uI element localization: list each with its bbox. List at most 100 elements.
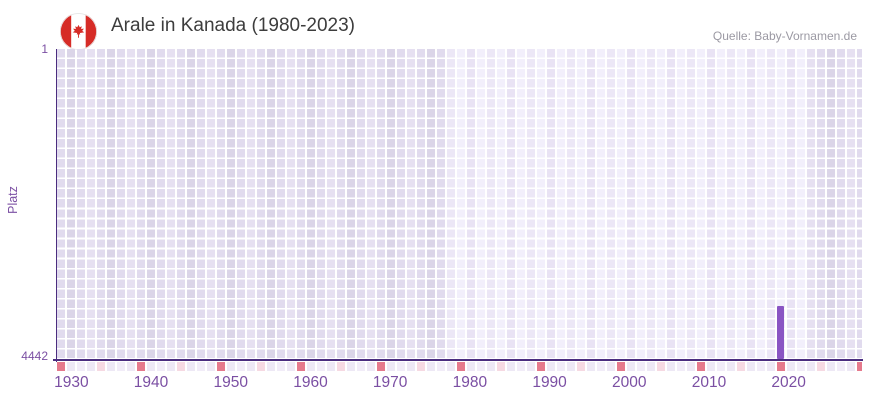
- grid-column: [67, 49, 76, 360]
- rank-bar-2019[interactable]: [777, 306, 785, 360]
- grid-column: [207, 49, 216, 360]
- timeline-cell: [117, 361, 126, 372]
- grid-column: [237, 49, 246, 360]
- grid-column: [257, 49, 266, 360]
- y-tick-top: 1: [41, 42, 48, 56]
- grid-column: [147, 49, 156, 360]
- grid-column: [667, 49, 676, 360]
- timeline-cell: [767, 361, 776, 372]
- grid-column: [807, 49, 816, 360]
- x-axis-ticks: 1930 1940 1950 1960 1970 1980 1990 2000 2010 2020: [0, 373, 873, 395]
- timeline-cell: [317, 361, 326, 372]
- grid-column: [747, 49, 756, 360]
- timeline-cell: [487, 361, 496, 372]
- flag-right-band: [85, 13, 97, 50]
- timeline-cell: [797, 361, 806, 372]
- timeline-cell: [167, 361, 176, 372]
- grid-column: [127, 49, 136, 360]
- grid-column: [317, 49, 326, 360]
- grid-column: [717, 49, 726, 360]
- grid-column: [307, 49, 316, 360]
- grid-column: [477, 49, 486, 360]
- grid-column: [407, 49, 416, 360]
- half-decade-marker-cell: [97, 361, 106, 372]
- grid-column: [557, 49, 566, 360]
- grid-column: [597, 49, 606, 360]
- flag-left-band: [60, 13, 72, 50]
- decade-marker-cell: [857, 361, 862, 372]
- grid-column: [767, 49, 776, 360]
- grid-column: [187, 49, 196, 360]
- timeline-strip: [57, 361, 862, 372]
- timeline-cell: [567, 361, 576, 372]
- grid-column: [327, 49, 336, 360]
- grid-column: [507, 49, 516, 360]
- grid-column: [567, 49, 576, 360]
- grid-column: [537, 49, 546, 360]
- grid-column: [547, 49, 556, 360]
- x-tick-label: 1930: [54, 374, 89, 391]
- grid-column: [57, 49, 66, 360]
- timeline-cell: [527, 361, 536, 372]
- grid-column: [517, 49, 526, 360]
- timeline-cell: [67, 361, 76, 372]
- grid-column: [827, 49, 836, 360]
- timeline-cell: [607, 361, 616, 372]
- timeline-cell: [407, 361, 416, 372]
- x-tick-label: 1940: [133, 374, 169, 391]
- grid-column: [427, 49, 436, 360]
- timeline-cell: [707, 361, 716, 372]
- x-tick-label: 2010: [691, 374, 727, 391]
- grid-column: [157, 49, 166, 360]
- grid-column: [697, 49, 706, 360]
- decade-marker-cell: [57, 361, 66, 372]
- timeline-cell: [727, 361, 736, 372]
- grid-column: [267, 49, 276, 360]
- grid-column: [857, 49, 862, 360]
- timeline-cell: [597, 361, 606, 372]
- grid-column: [647, 49, 656, 360]
- grid-column: [677, 49, 686, 360]
- grid-column: [607, 49, 616, 360]
- timeline-cell: [517, 361, 526, 372]
- grid-column: [757, 49, 766, 360]
- timeline-cell: [557, 361, 566, 372]
- grid-column: [217, 49, 226, 360]
- grid-column: [657, 49, 666, 360]
- y-tick-bottom: 4442: [21, 349, 48, 363]
- timeline-cell: [197, 361, 206, 372]
- timeline-cell: [307, 361, 316, 372]
- half-decade-marker-cell: [817, 361, 826, 372]
- half-decade-marker-cell: [657, 361, 666, 372]
- timeline-cell: [287, 361, 296, 372]
- timeline-cell: [437, 361, 446, 372]
- plot-grid: [57, 49, 862, 360]
- grid-column: [787, 49, 796, 360]
- timeline-cell: [807, 361, 816, 372]
- timeline-cell: [507, 361, 516, 372]
- grid-column: [357, 49, 366, 360]
- grid-column: [387, 49, 396, 360]
- timeline-cell: [467, 361, 476, 372]
- x-tick-label: 1980: [452, 374, 488, 391]
- decade-marker-cell: [137, 361, 146, 372]
- grid-column: [447, 49, 456, 360]
- x-tick-label: 1990: [532, 374, 567, 391]
- grid-column: [687, 49, 696, 360]
- decade-marker-cell: [697, 361, 706, 372]
- grid-column: [627, 49, 636, 360]
- grid-column: [847, 49, 856, 360]
- timeline-cell: [477, 361, 486, 372]
- grid-column: [177, 49, 186, 360]
- half-decade-marker-cell: [177, 361, 186, 372]
- half-decade-marker-cell: [497, 361, 506, 372]
- grid-column: [437, 49, 446, 360]
- timeline-cell: [717, 361, 726, 372]
- timeline-cell: [247, 361, 256, 372]
- canada-flag-icon: [60, 13, 97, 50]
- x-tick-label: 1960: [293, 374, 328, 391]
- grid-column: [87, 49, 96, 360]
- timeline-cell: [237, 361, 246, 372]
- grid-column: [337, 49, 346, 360]
